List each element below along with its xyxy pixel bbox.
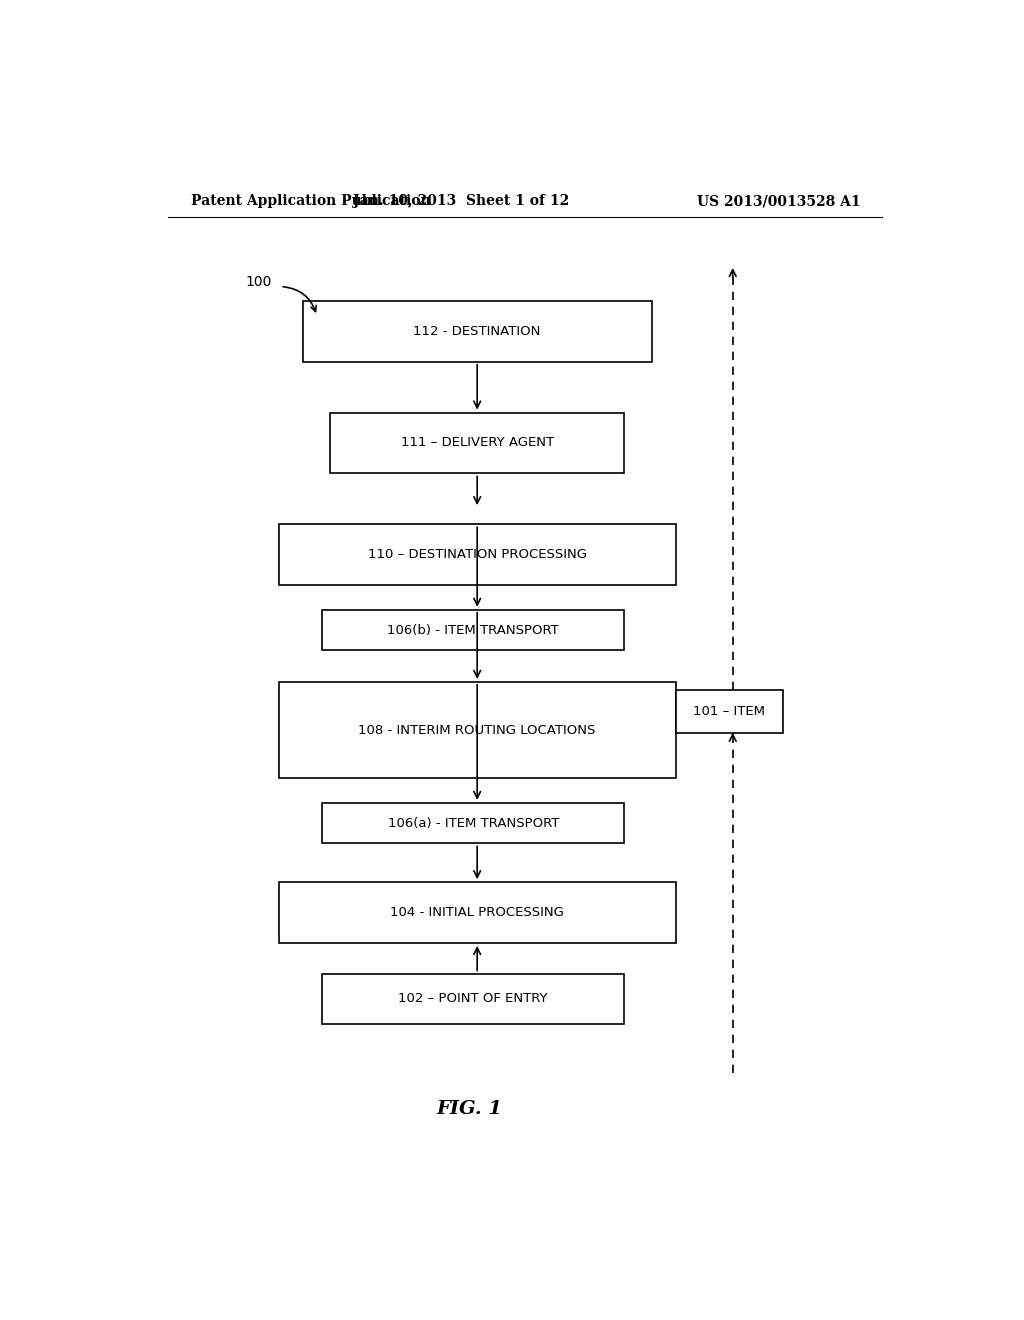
Text: 100: 100 bbox=[246, 276, 271, 289]
Text: 106(b) - ITEM TRANSPORT: 106(b) - ITEM TRANSPORT bbox=[387, 623, 559, 636]
Text: 106(a) - ITEM TRANSPORT: 106(a) - ITEM TRANSPORT bbox=[387, 817, 559, 830]
Text: 110 – DESTINATION PROCESSING: 110 – DESTINATION PROCESSING bbox=[368, 548, 587, 561]
Text: US 2013/0013528 A1: US 2013/0013528 A1 bbox=[697, 194, 860, 209]
Text: 104 - INITIAL PROCESSING: 104 - INITIAL PROCESSING bbox=[390, 906, 564, 919]
Text: 101 – ITEM: 101 – ITEM bbox=[693, 705, 765, 718]
FancyBboxPatch shape bbox=[331, 412, 624, 474]
FancyBboxPatch shape bbox=[676, 690, 782, 733]
Text: 111 – DELIVERY AGENT: 111 – DELIVERY AGENT bbox=[400, 437, 554, 450]
FancyBboxPatch shape bbox=[323, 610, 624, 651]
Text: 102 – POINT OF ENTRY: 102 – POINT OF ENTRY bbox=[398, 993, 548, 1006]
FancyBboxPatch shape bbox=[279, 682, 676, 779]
FancyBboxPatch shape bbox=[303, 301, 652, 362]
Text: FIG. 1: FIG. 1 bbox=[436, 1100, 502, 1118]
FancyBboxPatch shape bbox=[323, 803, 624, 843]
Text: 108 - INTERIM ROUTING LOCATIONS: 108 - INTERIM ROUTING LOCATIONS bbox=[358, 723, 596, 737]
FancyBboxPatch shape bbox=[279, 882, 676, 942]
Text: 112 - DESTINATION: 112 - DESTINATION bbox=[414, 325, 541, 338]
FancyBboxPatch shape bbox=[279, 524, 676, 585]
Text: Jan. 10, 2013  Sheet 1 of 12: Jan. 10, 2013 Sheet 1 of 12 bbox=[353, 194, 569, 209]
FancyBboxPatch shape bbox=[323, 974, 624, 1024]
Text: Patent Application Publication: Patent Application Publication bbox=[191, 194, 431, 209]
